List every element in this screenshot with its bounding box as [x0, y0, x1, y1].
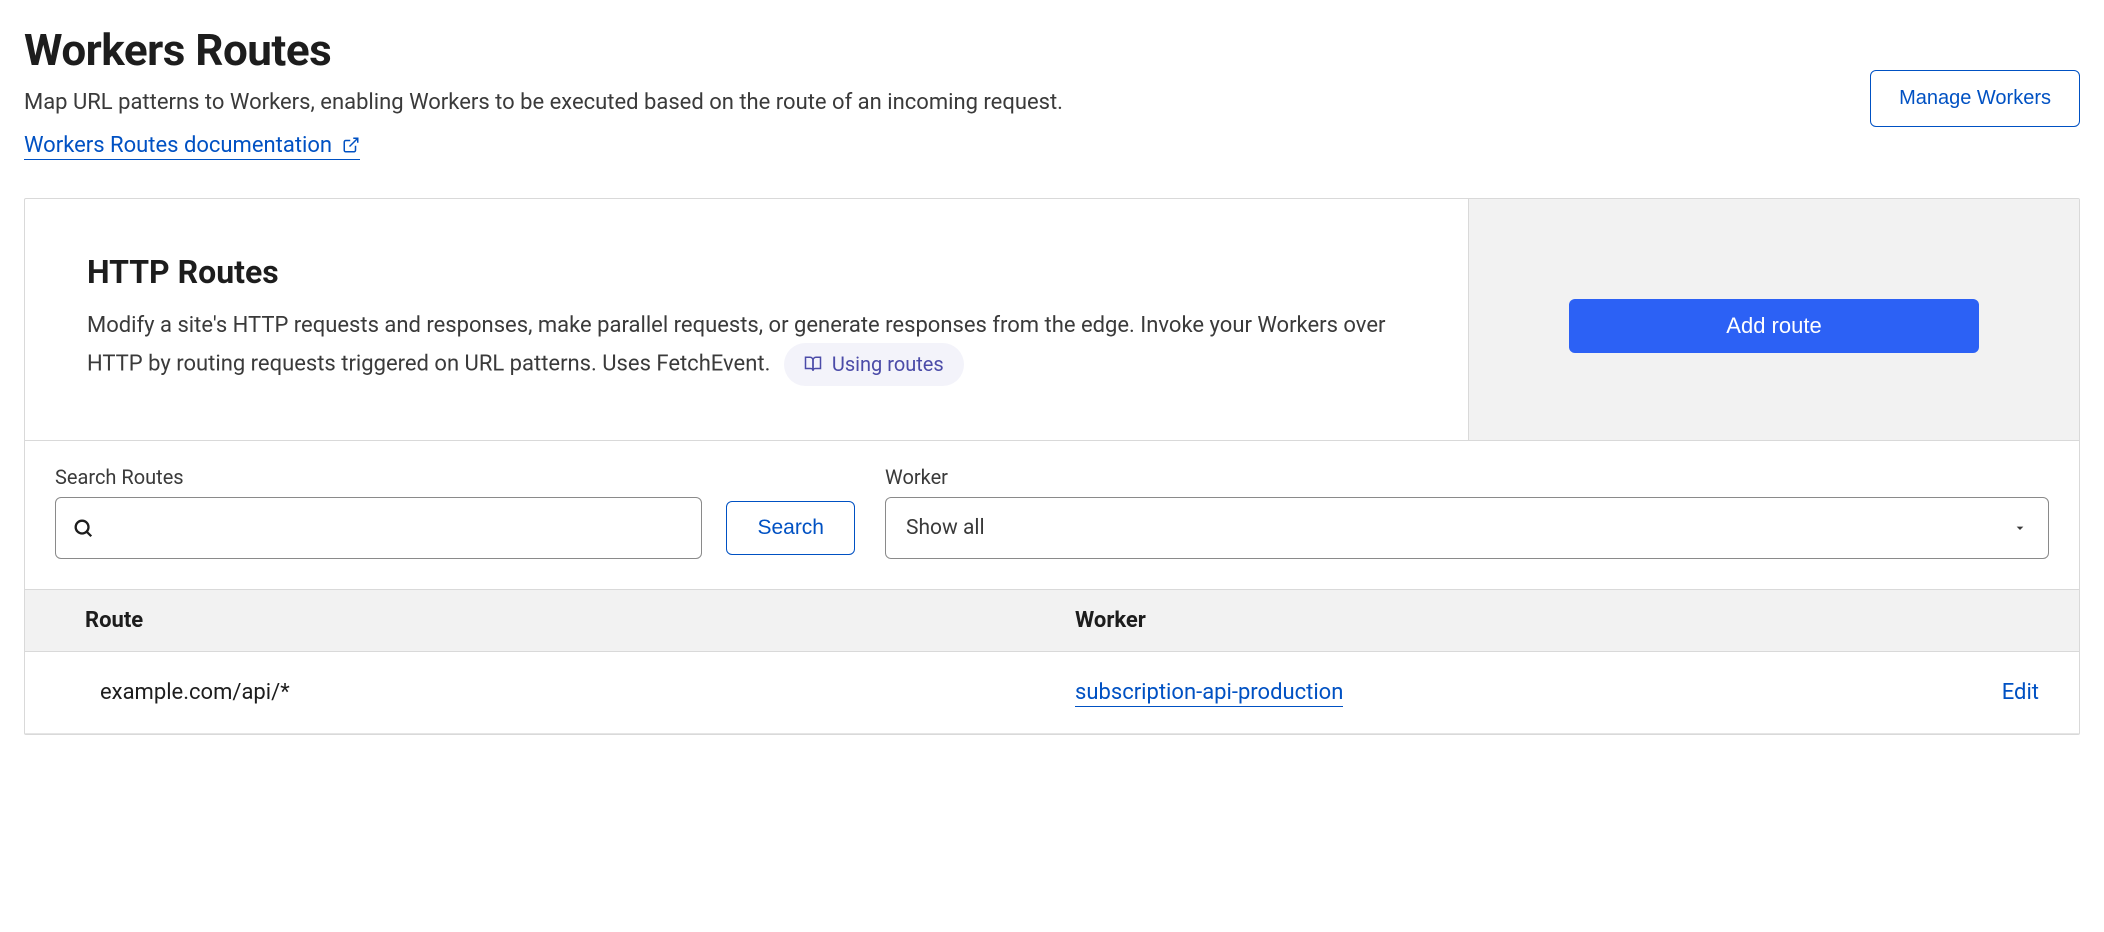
column-header-route: Route [25, 608, 1075, 633]
http-routes-description-text: Modify a site's HTTP requests and respon… [87, 313, 1385, 376]
add-route-button[interactable]: Add route [1569, 299, 1979, 353]
worker-filter-label: Worker [885, 465, 2049, 489]
manage-workers-button[interactable]: Manage Workers [1870, 70, 2080, 127]
table-row: example.com/api/* subscription-api-produ… [25, 652, 2079, 734]
table-header: Route Worker [25, 589, 2079, 652]
documentation-link[interactable]: Workers Routes documentation [24, 133, 360, 160]
worker-select-value: Show all [906, 516, 985, 540]
using-routes-badge[interactable]: Using routes [784, 343, 964, 386]
search-input[interactable] [106, 516, 685, 539]
route-cell: example.com/api/* [25, 680, 1075, 705]
http-routes-title: HTTP Routes [87, 253, 1406, 291]
column-header-worker: Worker [1075, 608, 1949, 633]
using-routes-badge-label: Using routes [832, 349, 944, 380]
worker-link[interactable]: subscription-api-production [1075, 680, 1343, 707]
worker-select[interactable]: Show all [885, 497, 2049, 559]
documentation-link-label: Workers Routes documentation [24, 133, 332, 158]
search-button[interactable]: Search [726, 501, 855, 555]
routes-table: Route Worker example.com/api/* subscript… [25, 589, 2079, 734]
chevron-down-icon [2012, 520, 2028, 536]
book-icon [804, 355, 822, 373]
search-icon [72, 517, 94, 539]
edit-link[interactable]: Edit [2002, 680, 2039, 705]
external-link-icon [342, 136, 360, 154]
http-routes-description: Modify a site's HTTP requests and respon… [87, 309, 1406, 386]
page-subtitle: Map URL patterns to Workers, enabling Wo… [24, 88, 1870, 119]
page-title: Workers Routes [24, 24, 1870, 76]
search-routes-label: Search Routes [55, 465, 855, 489]
search-input-wrapper[interactable] [55, 497, 702, 559]
http-routes-card: HTTP Routes Modify a site's HTTP request… [24, 198, 2080, 735]
